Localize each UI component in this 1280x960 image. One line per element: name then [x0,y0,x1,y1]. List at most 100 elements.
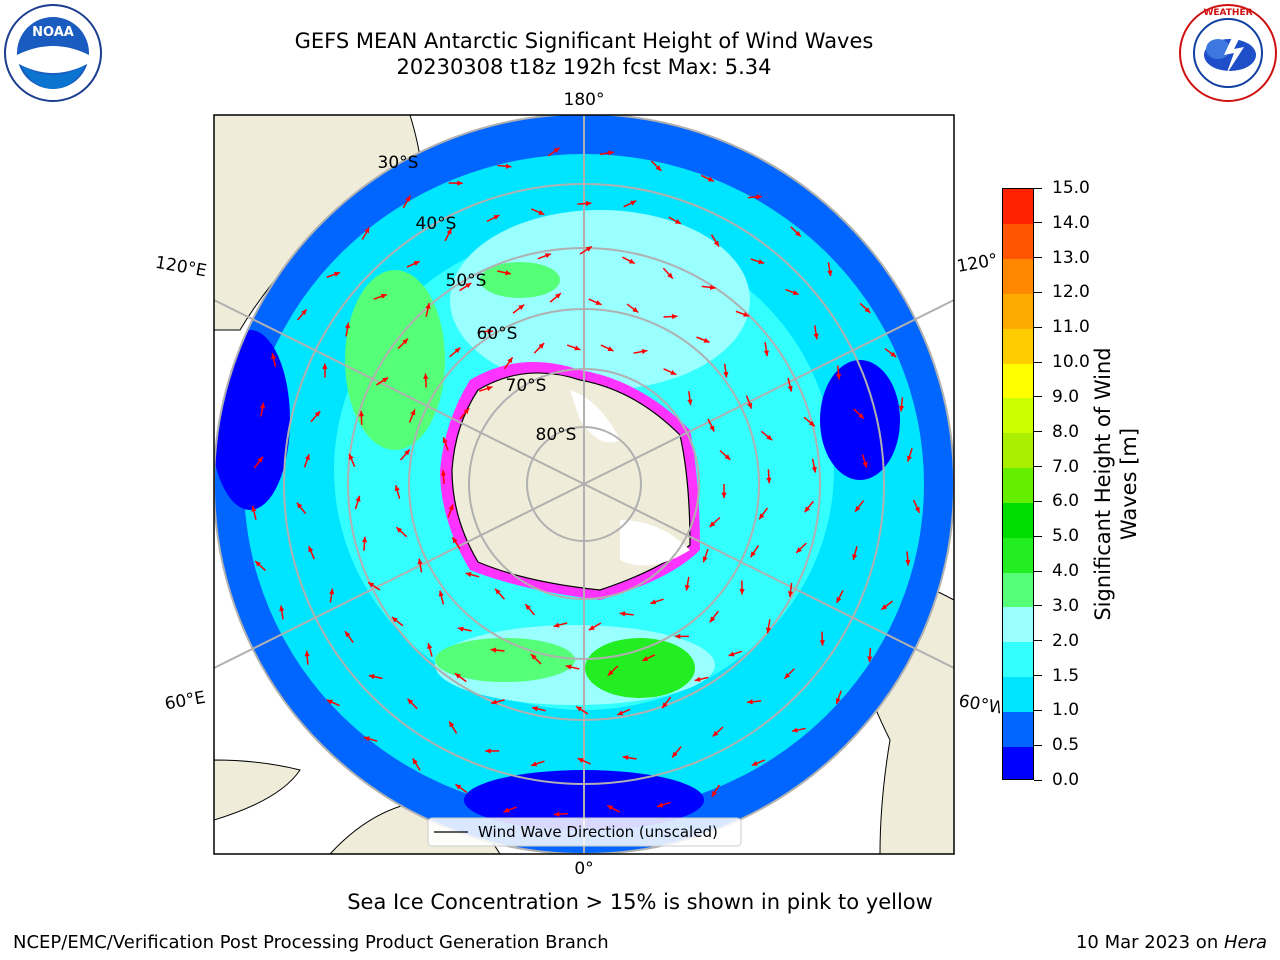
wave-arrow-head [724,454,731,460]
wave-arrow-head [448,504,454,511]
wave-arrow-head [711,790,717,797]
colorbar-tick [1034,675,1042,677]
wave-arrow-head [574,345,581,351]
credit-right: 10 Mar 2023 on Hera [1076,932,1267,953]
wave-arrow-head [709,521,716,527]
wave-arrow-head [702,556,708,563]
wave-arrow-head [576,706,583,712]
lon-label-left-upper: 120°E [154,253,208,282]
wave-arrow-head [723,371,729,378]
colorbar-tick [1034,361,1042,363]
colorbar-segment [1003,746,1033,779]
wave-arrow-head [491,699,497,705]
wave-arrow-head [490,647,497,653]
credit-host: Hera [1223,932,1267,953]
wave-arrow-head [553,811,560,817]
wave-arrow-head [333,271,340,277]
wave-arrow-head [438,590,444,597]
polar-map: 180° 0° 120°E 60°E 120° 60°W 30°S 40°S 5… [154,90,1000,879]
lon-label-right-upper: 120° [955,250,999,277]
colorbar-tick [1034,431,1042,433]
wave-arrow-head [650,599,657,605]
wave-arrow-head [784,672,791,679]
colorbar-tick [1034,570,1042,572]
map-legend: Wind Wave Direction (unscaled) [427,817,742,847]
wave-arrow-head [671,313,678,320]
wave-arrow-head [766,434,773,441]
colorbar-tick [1034,779,1042,781]
wave-arrow-head [368,674,375,680]
wave-arrow-head [632,307,639,313]
lon-label-bottom: 0° [574,859,593,879]
wave-arrow-head [792,290,799,296]
wave-arrow-head [852,553,858,560]
colorbar-tick [1034,535,1042,537]
wave-arrow-head [251,506,257,512]
wave-arrow-head [906,455,912,462]
wave-arrow-head [628,258,635,264]
wave-arrow-head [361,536,368,543]
footnote: Sea Ice Concentration > 15% is shown in … [347,890,933,914]
wave-arrow-head [765,627,772,634]
colorbar-tick [1034,744,1042,746]
wave-arrow-head [607,805,614,811]
wave-arrow-head [457,626,464,632]
wave-arrow-head [835,697,841,704]
wave-arrow-head [364,227,370,234]
wave-arrow-head [296,502,303,509]
credit-left: NCEP/EMC/Verification Post Processing Pr… [13,932,609,953]
wave-arrow-head [538,210,545,215]
colorbar-tick-label: 14.0 [1052,212,1090,233]
wave-arrow-head [655,165,662,171]
wave-arrow-head [427,643,433,650]
wave-arrow-head [505,270,511,276]
colorbar-segment [1003,676,1033,712]
wave-arrow-head [617,710,624,716]
wave-arrow-head [363,736,370,742]
wave-arrow-head [787,385,793,392]
lat-label-80: 80°S [536,425,577,445]
wave-arrow-head [905,559,911,566]
lat-label-30: 30°S [378,153,419,173]
colorbar-segment [1003,711,1033,747]
wave-arrow-head [713,240,719,247]
wave-arrow-head [301,309,307,316]
wave-arrow-head [538,343,545,349]
wave-arrow-head [811,466,817,473]
wave-arrow-head [750,551,756,558]
wave-arrow-head [608,150,614,156]
colorbar-tick-label: 12.0 [1052,282,1090,303]
wave-arrow-head [530,654,537,660]
wave-arrow-head [766,477,772,484]
wave-arrow-head [255,561,261,567]
chart-title: GEFS MEAN Antarctic Significant Height o… [294,29,874,53]
wave-arrow-head [687,399,693,406]
wave-arrow-head [271,353,277,360]
wave-arrow-head [694,676,701,682]
wave-arrow-head [525,604,531,610]
wave-arrow-head [712,730,719,737]
wave-arrow-head [796,547,802,553]
wave-arrow-head [858,412,864,419]
colorbar-tick-label: 0.5 [1052,735,1080,756]
wave-arrow-head [747,402,753,409]
wave-arrow-head [674,633,681,640]
colorbar-segment [1003,223,1033,260]
colorbar-segment [1003,363,1033,399]
wave-arrow-head [585,200,592,207]
lon-label-top: 180° [564,90,605,110]
wave-arrow-head [394,485,400,492]
wave-arrow-head [758,259,765,265]
wave-arrow-head [836,596,842,603]
wave-arrow-head [503,807,510,813]
wave-arrow-head [348,453,354,460]
wave-arrow-head [304,650,310,657]
wave-arrow-head [703,337,710,343]
colorbar-tick-label: 4.0 [1052,561,1080,582]
wave-arrow-head [486,385,493,391]
wave-arrow-head [412,758,418,765]
wave-arrow-head [405,195,411,202]
svg-text:WEATHER: WEATHER [1203,8,1252,18]
lon-label-right-lower: 60°W [957,691,1000,719]
colorbar-segment [1003,432,1033,469]
